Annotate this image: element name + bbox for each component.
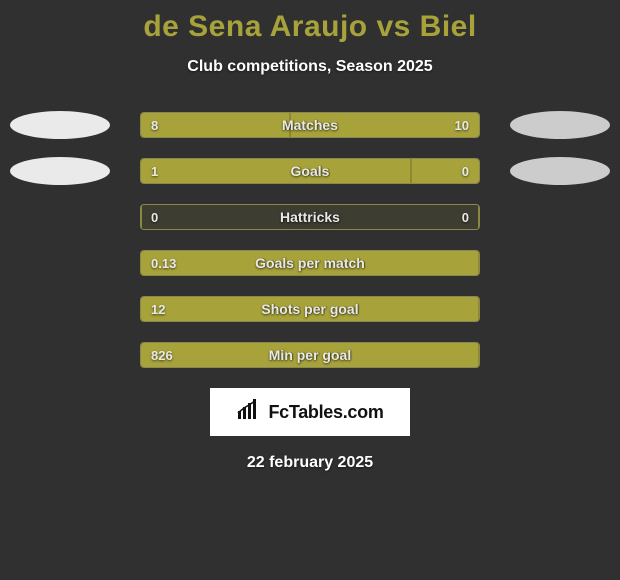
- player-avatar-left: [10, 157, 110, 185]
- bar-fill-right: [478, 297, 479, 321]
- date-label: 22 february 2025: [0, 454, 620, 472]
- bar-fill-left: [141, 343, 479, 367]
- stat-value-right: 0: [452, 205, 479, 229]
- bar-fill-left: [141, 251, 479, 275]
- bar-fill-right: [478, 343, 479, 367]
- bar-fill-left: [141, 297, 479, 321]
- chart-icon: [236, 399, 262, 426]
- bar-fill-right: [290, 113, 479, 137]
- stat-row: 1 Goals 0: [0, 158, 620, 184]
- player-avatar-right: [510, 157, 610, 185]
- site-logo: FcTables.com: [210, 388, 410, 436]
- stat-bar: 8 Matches 10: [140, 112, 480, 138]
- stat-bar: 1 Goals 0: [140, 158, 480, 184]
- stat-row: 0.13 Goals per match: [0, 250, 620, 276]
- logo-text: FcTables.com: [268, 402, 383, 423]
- stat-value-left: 0: [141, 205, 168, 229]
- bar-fill-right: [411, 159, 479, 183]
- stat-label: Hattricks: [141, 205, 479, 229]
- bar-fill-left: [141, 113, 290, 137]
- stat-bar: 0.13 Goals per match: [140, 250, 480, 276]
- comparison-infographic: de Sena Araujo vs Biel Club competitions…: [0, 0, 620, 580]
- stats-container: 8 Matches 10 1 Goals 0 0: [0, 112, 620, 368]
- bar-fill-left: [141, 159, 411, 183]
- stat-row: 0 Hattricks 0: [0, 204, 620, 230]
- player-avatar-left: [10, 111, 110, 139]
- bar-fill-right: [478, 251, 479, 275]
- stat-row: 12 Shots per goal: [0, 296, 620, 322]
- bar-fill-left: [141, 205, 142, 229]
- subtitle: Club competitions, Season 2025: [0, 58, 620, 76]
- page-title: de Sena Araujo vs Biel: [0, 0, 620, 44]
- stat-row: 8 Matches 10: [0, 112, 620, 138]
- stat-row: 826 Min per goal: [0, 342, 620, 368]
- stat-bar: 826 Min per goal: [140, 342, 480, 368]
- player-avatar-right: [510, 111, 610, 139]
- stat-bar: 12 Shots per goal: [140, 296, 480, 322]
- stat-bar: 0 Hattricks 0: [140, 204, 480, 230]
- bar-fill-right: [478, 205, 479, 229]
